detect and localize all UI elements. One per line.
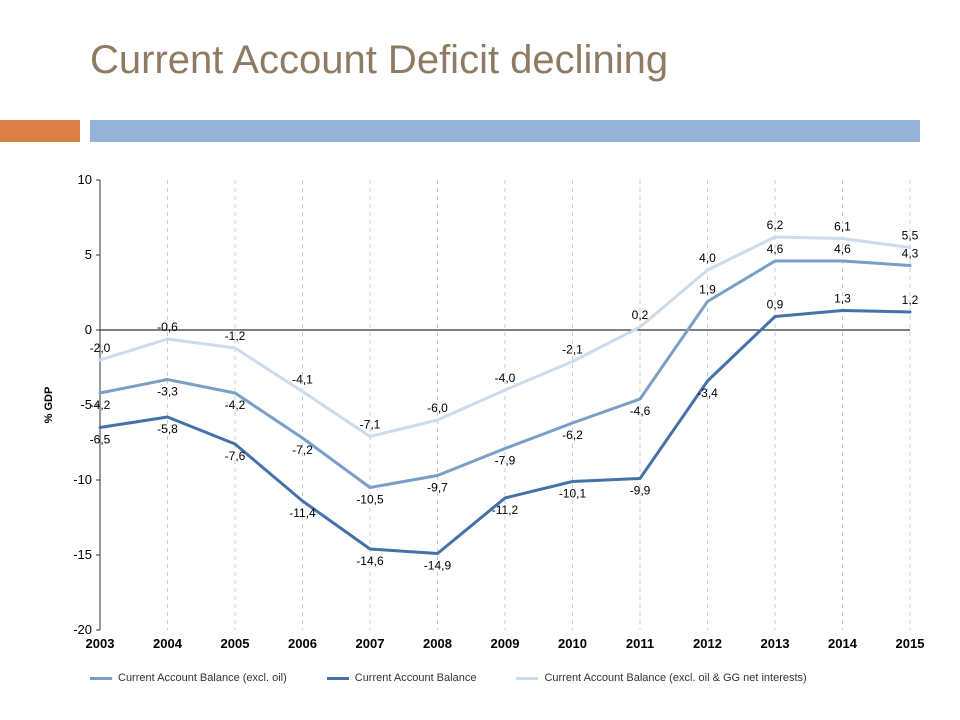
- accent-left: [0, 120, 80, 142]
- data-label: -6,0: [427, 401, 448, 415]
- data-label: -2,0: [90, 341, 111, 355]
- slide: Current Account Deficit declining -20 -15…: [0, 0, 960, 720]
- data-label: 6,2: [767, 218, 784, 232]
- accent-right: [90, 120, 920, 142]
- data-label: 5,5: [902, 229, 919, 243]
- data-label: -11,2: [492, 503, 519, 517]
- data-label: 4,6: [767, 242, 784, 256]
- data-label: -10,5: [356, 493, 384, 507]
- chart-area: -20-15-10-505102003200420052006200720082…: [30, 170, 930, 690]
- xtick-label: 2013: [761, 636, 790, 651]
- data-label: -6,5: [90, 433, 111, 447]
- legend-swatch: [516, 677, 538, 680]
- data-label: 4,0: [699, 251, 716, 265]
- y-axis-label: % GDP: [43, 387, 55, 424]
- data-label: -4,6: [630, 404, 651, 418]
- ytick-label: 0: [85, 322, 92, 337]
- data-label: -4,2: [90, 398, 111, 412]
- data-label: 6,1: [834, 220, 851, 234]
- data-label: -11,4: [289, 506, 316, 520]
- data-label: 4,6: [834, 242, 851, 256]
- legend-item: Current Account Balance: [327, 672, 477, 684]
- data-label: -0,6: [157, 320, 178, 334]
- data-label: 0,2: [632, 308, 649, 322]
- data-label: -7,1: [360, 418, 381, 432]
- data-label: -14,6: [356, 554, 384, 568]
- accent-bar: [0, 120, 960, 142]
- xtick-label: 2009: [491, 636, 520, 651]
- ytick-label: 10: [78, 172, 92, 187]
- ytick-label: -15: [73, 547, 92, 562]
- data-label: -3,3: [157, 385, 178, 399]
- data-label: -4,1: [292, 373, 313, 387]
- data-label: -1,2: [225, 329, 246, 343]
- xtick-label: 2010: [558, 636, 587, 651]
- legend-label: Current Account Balance (excl. oil): [118, 672, 287, 684]
- xtick-label: 2011: [626, 636, 654, 651]
- data-label: 4,3: [902, 247, 919, 261]
- page-title: Current Account Deficit declining: [90, 38, 668, 83]
- xtick-label: 2012: [693, 636, 722, 651]
- data-label: -5,8: [157, 422, 178, 436]
- xtick-label: 2004: [153, 636, 183, 651]
- ytick-label: -20: [73, 622, 92, 637]
- xtick-label: 2006: [288, 636, 317, 651]
- xtick-label: 2007: [356, 636, 385, 651]
- legend-swatch: [90, 677, 112, 680]
- data-label: -4,2: [225, 398, 246, 412]
- data-label: -4,0: [495, 371, 516, 385]
- ytick-label: 5: [85, 247, 92, 262]
- data-label: 1,9: [699, 283, 716, 297]
- data-label: -2,1: [562, 343, 583, 357]
- ytick-label: -10: [73, 472, 92, 487]
- line-chart: -20-15-10-505102003200420052006200720082…: [30, 170, 930, 670]
- data-label: -14,9: [424, 559, 452, 573]
- legend: Current Account Balance (excl. oil) Curre…: [90, 672, 910, 684]
- data-label: -7,2: [292, 443, 313, 457]
- xtick-label: 2008: [423, 636, 452, 651]
- xtick-label: 2003: [86, 636, 115, 651]
- data-label: -3,4: [697, 386, 718, 400]
- data-label: -9,7: [427, 481, 448, 495]
- data-label: -6,2: [562, 428, 583, 442]
- xtick-label: 2014: [828, 636, 858, 651]
- data-label: -9,9: [630, 484, 651, 498]
- legend-item: Current Account Balance (excl. oil): [90, 672, 287, 684]
- data-label: 1,3: [834, 292, 851, 306]
- legend-swatch: [327, 677, 349, 680]
- data-label: 1,2: [902, 293, 919, 307]
- accent-gap: [80, 120, 90, 142]
- data-label: -7,9: [495, 454, 516, 468]
- xtick-label: 2015: [896, 636, 925, 651]
- legend-label: Current Account Balance: [355, 672, 477, 684]
- legend-label: Current Account Balance (excl. oil & GG …: [544, 672, 806, 684]
- data-label: -7,6: [225, 449, 246, 463]
- data-label: 0,9: [767, 298, 784, 312]
- xtick-label: 2005: [221, 636, 250, 651]
- data-label: -10,1: [559, 487, 587, 501]
- legend-item: Current Account Balance (excl. oil & GG …: [516, 672, 806, 684]
